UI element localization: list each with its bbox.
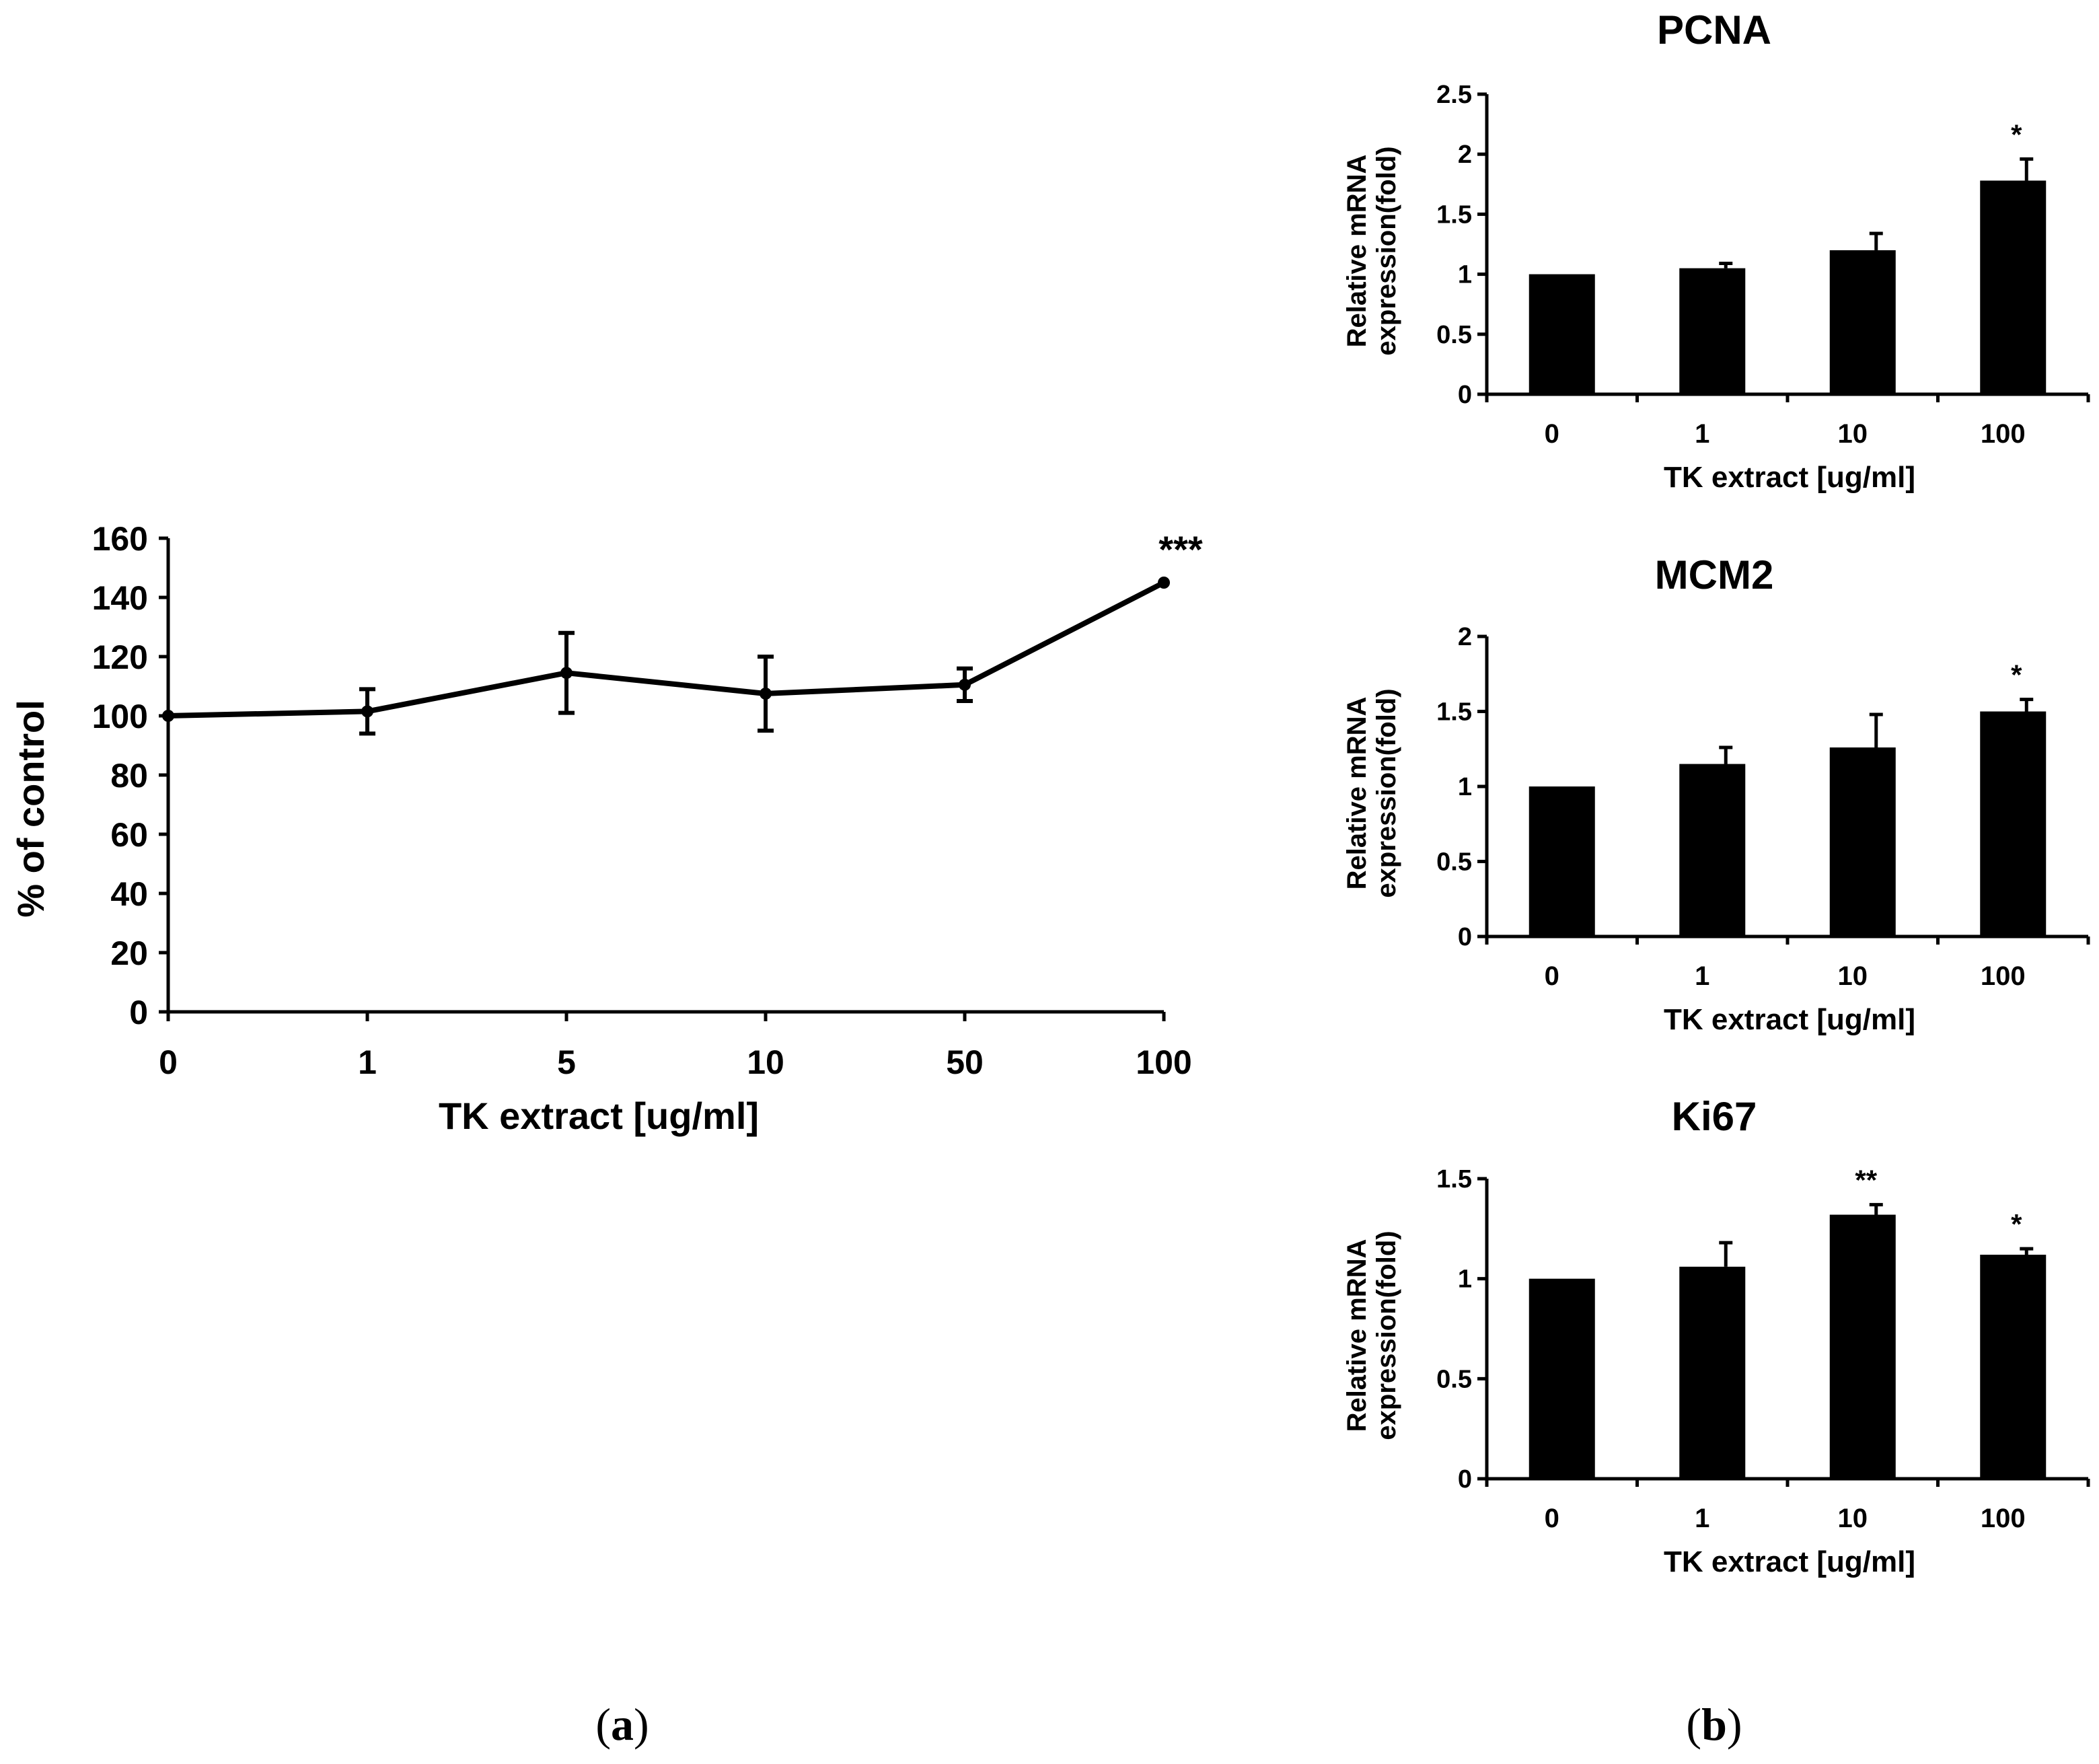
significance-label: ** <box>1855 1165 1877 1196</box>
y-tick-label: 140 <box>92 579 148 617</box>
x-tick-label: 1 <box>1695 1504 1709 1533</box>
x-tick-label: 5 <box>557 1043 576 1081</box>
bar-chart-pcna: PCNA 0 0.5 1 1.5 2 2.5 0 1 10 * 100 TK extract [ug/m… <box>1342 7 2090 494</box>
x-tick-label: 0 <box>1545 1504 1559 1533</box>
x-tick-label: 100 <box>1981 1504 2026 1533</box>
data-point <box>760 688 772 700</box>
data-point <box>361 705 373 718</box>
x-tick-label: 10 <box>747 1043 784 1081</box>
y-axis-title-line: Relative mRNA <box>1342 155 1372 348</box>
x-tick-label: 1 <box>358 1043 377 1081</box>
significance-label: * <box>2011 659 2022 691</box>
bar <box>1679 764 1746 936</box>
x-tick-label: 100 <box>1981 961 2026 991</box>
y-tick-label: 1.5 <box>1436 200 1472 229</box>
y-axis-title-line: expression(fold) <box>1372 688 1401 897</box>
y-tick-label: 0 <box>1458 381 1472 409</box>
significance-label: *** <box>1158 528 1203 571</box>
data-point <box>560 667 573 679</box>
bar <box>1529 274 1595 394</box>
y-tick-label: 0 <box>129 994 148 1031</box>
y-axis-title-line: expression(fold) <box>1372 146 1401 355</box>
x-tick-label: 1 <box>1695 419 1709 449</box>
chart-title: Ki67 <box>1672 1094 1757 1139</box>
y-tick-label: 60 <box>110 816 148 854</box>
bar <box>1529 1278 1595 1479</box>
y-axis-title: Relative mRNAexpression(fold) <box>1342 688 1401 897</box>
y-tick-label: 120 <box>92 638 148 676</box>
y-axis-title-line: Relative mRNA <box>1342 1239 1372 1432</box>
bar <box>1679 268 1746 394</box>
panel-letter-b: b <box>1701 1699 1727 1750</box>
significance-label: * <box>2011 1208 2022 1240</box>
x-tick-label: 0 <box>1545 961 1559 991</box>
panel-label-a: (a) <box>595 1699 649 1750</box>
y-axis-title: Relative mRNAexpression(fold) <box>1342 1230 1401 1440</box>
data-point <box>162 710 174 722</box>
panel-letter-a: a <box>611 1699 634 1750</box>
bar <box>1679 1266 1746 1479</box>
bar-chart-mcm2: MCM2 0 0.5 1 1.5 2 0 1 10 * 100 TK extract [ug/ml] R… <box>1342 552 2090 1036</box>
bar <box>1980 1254 2047 1479</box>
data-point <box>1158 577 1170 589</box>
y-axis-title: Relative mRNAexpression(fold) <box>1342 146 1401 355</box>
x-tick-label: 50 <box>946 1043 984 1081</box>
x-axis-title: TK extract [ug/ml] <box>1664 461 1915 494</box>
x-tick-label: 1 <box>1695 961 1709 991</box>
x-tick-label: 10 <box>1838 1504 1868 1533</box>
y-tick-label: 0.5 <box>1436 321 1472 349</box>
bar <box>1829 250 1896 394</box>
bar <box>1529 786 1595 936</box>
y-axis-title: % of control <box>9 700 52 918</box>
x-tick-label: 10 <box>1838 961 1868 991</box>
x-tick-label: 100 <box>1981 419 2026 449</box>
y-tick-label: 2 <box>1458 623 1472 651</box>
x-tick-label: 0 <box>1545 419 1559 449</box>
x-axis-title: TK extract [ug/ml] <box>1664 1545 1915 1578</box>
y-tick-label: 1.5 <box>1436 698 1472 727</box>
y-axis-title-line: expression(fold) <box>1372 1230 1401 1440</box>
chart-title: MCM2 <box>1655 552 1774 597</box>
y-tick-label: 1.5 <box>1436 1165 1472 1193</box>
data-point <box>959 678 971 691</box>
y-tick-label: 80 <box>110 757 148 795</box>
significance-label: * <box>2011 118 2022 150</box>
y-tick-label: 40 <box>110 875 148 913</box>
x-tick-label: 100 <box>1136 1043 1191 1081</box>
y-tick-label: 0 <box>1458 1465 1472 1494</box>
bar-chart-ki67: Ki67 0 0.5 1 1.5 0 1 ** 10 * 100 TK extract [ug/ml]… <box>1342 1094 2090 1578</box>
y-tick-label: 1 <box>1458 1265 1472 1294</box>
y-tick-label: 0.5 <box>1436 848 1472 877</box>
y-tick-label: 160 <box>92 520 148 558</box>
x-axis-title: TK extract [ug/ml] <box>439 1095 759 1137</box>
y-tick-label: 20 <box>110 934 148 972</box>
panel-label-b: (b) <box>1686 1699 1742 1750</box>
chart-title: PCNA <box>1657 7 1771 52</box>
bar <box>1829 747 1896 936</box>
series-line <box>168 580 1165 719</box>
x-tick-label: 0 <box>159 1043 178 1081</box>
bar <box>1980 711 2047 936</box>
y-tick-label: 0 <box>1458 923 1472 951</box>
x-axis-title: TK extract [ug/ml] <box>1664 1003 1915 1036</box>
bar <box>1980 180 2047 394</box>
x-tick-label: 10 <box>1838 419 1868 449</box>
line-chart-cell-viability: 0 20 40 60 80 100 120 140 160 0 1 5 10 50 100 *** TK ext… <box>9 520 1203 1137</box>
bar <box>1829 1214 1896 1479</box>
y-axis-title-line: Relative mRNA <box>1342 697 1372 890</box>
y-tick-label: 0.5 <box>1436 1365 1472 1393</box>
y-tick-label: 1 <box>1458 261 1472 289</box>
y-tick-label: 100 <box>92 698 148 735</box>
y-tick-label: 1 <box>1458 773 1472 801</box>
y-tick-label: 2.5 <box>1436 81 1472 109</box>
y-tick-label: 2 <box>1458 141 1472 169</box>
